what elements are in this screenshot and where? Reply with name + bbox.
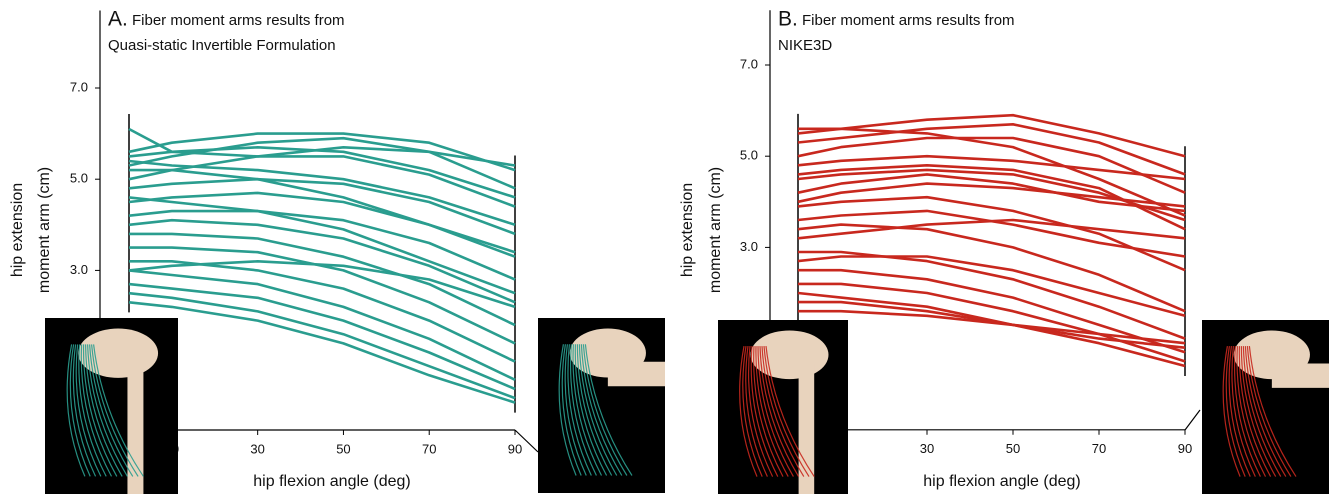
- y-axis-label: moment arm (cm): [707, 167, 724, 293]
- bone-shaft: [608, 362, 665, 387]
- panel-label: B.: [778, 8, 798, 31]
- y-tick-label: 5.0: [70, 171, 88, 186]
- bone-shaft: [1272, 364, 1329, 388]
- figure: A.Fiber moment arms results fromQuasi-st…: [0, 0, 1329, 495]
- bone-shaft: [799, 364, 815, 495]
- thumbnail: [538, 318, 665, 493]
- x-axis-label: hip flexion angle (deg): [253, 473, 410, 490]
- x-tick-label: 30: [250, 441, 264, 456]
- x-tick-label: 70: [422, 441, 436, 456]
- fiber-curve: [129, 138, 515, 188]
- chart-title: NIKE3D: [778, 37, 832, 54]
- axis-extension: [1185, 410, 1200, 430]
- thumbnail: [1202, 320, 1329, 494]
- fiber-curve: [798, 184, 1185, 207]
- fiber-curve: [798, 302, 1185, 348]
- fiber-curve: [798, 220, 1185, 238]
- x-tick-label: 50: [336, 441, 350, 456]
- bone-shaft: [127, 362, 143, 494]
- x-tick-label: 70: [1092, 441, 1106, 456]
- fiber-curve: [798, 252, 1185, 339]
- panel-label: A.: [108, 8, 128, 31]
- y-axis-label: hip extension: [9, 183, 26, 277]
- chart-title: Quasi-static Invertible Formulation: [108, 37, 336, 54]
- x-tick-label: 50: [1006, 441, 1020, 456]
- fiber-curve: [798, 174, 1185, 211]
- y-tick-label: 7.0: [740, 56, 758, 71]
- chart-title: Fiber moment arms results from: [802, 12, 1015, 29]
- x-tick-label: 30: [920, 441, 934, 456]
- y-tick-label: 3.0: [740, 239, 758, 254]
- y-tick-label: 5.0: [740, 148, 758, 163]
- y-axis-label: hip extension: [679, 183, 696, 277]
- x-tick-label: 90: [508, 441, 522, 456]
- y-tick-label: 3.0: [70, 262, 88, 277]
- thumbnail: [718, 320, 848, 494]
- chart-title: Fiber moment arms results from: [132, 12, 345, 29]
- y-tick-label: 7.0: [70, 79, 88, 94]
- y-axis-label: moment arm (cm): [36, 167, 53, 293]
- x-axis-label: hip flexion angle (deg): [923, 473, 1080, 490]
- x-tick-label: 90: [1178, 441, 1192, 456]
- thumbnail: [45, 318, 178, 494]
- fiber-curve: [798, 138, 1185, 193]
- fiber-curve: [798, 170, 1185, 220]
- fiber-curve: [798, 211, 1185, 257]
- fiber-curve: [798, 197, 1185, 270]
